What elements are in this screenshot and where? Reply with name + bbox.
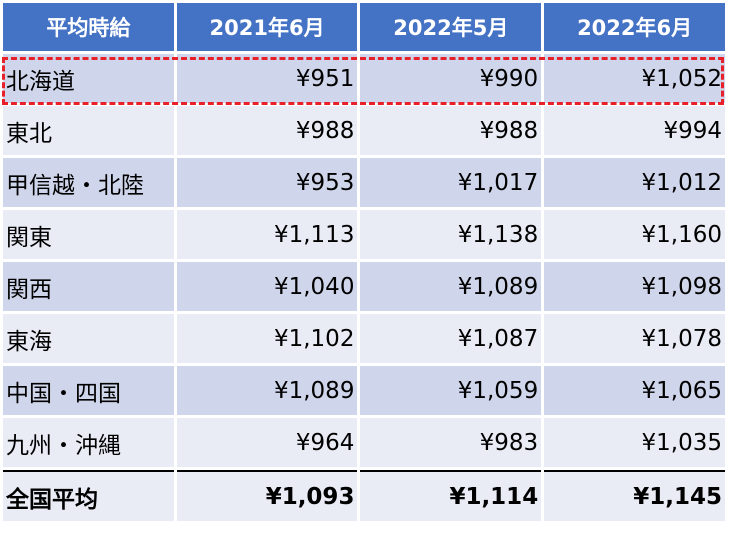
value-cell: ¥988 xyxy=(360,106,542,155)
table-row: 北海道 ¥951 ¥990 ¥1,052 xyxy=(3,54,725,103)
total-value: ¥1,093 xyxy=(176,470,358,521)
value-cell: ¥983 xyxy=(360,418,542,467)
region-cell: 甲信越・北陸 xyxy=(3,158,174,207)
value-cell: ¥1,052 xyxy=(544,54,725,103)
value-cell: ¥1,160 xyxy=(544,210,725,259)
total-row: 全国平均 ¥1,093 ¥1,114 ¥1,145 xyxy=(3,470,725,521)
value-cell: ¥1,035 xyxy=(544,418,725,467)
header-2022-may: 2022年5月 xyxy=(360,3,542,51)
value-cell: ¥1,040 xyxy=(176,262,358,311)
table-row: 東海 ¥1,102 ¥1,087 ¥1,078 xyxy=(3,314,725,363)
value-cell: ¥953 xyxy=(176,158,358,207)
header-2022-jun: 2022年6月 xyxy=(544,3,725,51)
value-cell: ¥1,089 xyxy=(176,366,358,415)
table-row: 中国・四国 ¥1,089 ¥1,059 ¥1,065 xyxy=(3,366,725,415)
total-label: 全国平均 xyxy=(3,470,174,521)
value-cell: ¥1,087 xyxy=(360,314,542,363)
table-row: 甲信越・北陸 ¥953 ¥1,017 ¥1,012 xyxy=(3,158,725,207)
value-cell: ¥994 xyxy=(544,106,725,155)
header-row: 平均時給 2021年6月 2022年5月 2022年6月 xyxy=(3,3,725,51)
header-label: 平均時給 xyxy=(3,3,174,51)
value-cell: ¥1,089 xyxy=(360,262,542,311)
value-cell: ¥1,017 xyxy=(360,158,542,207)
value-cell: ¥1,078 xyxy=(544,314,725,363)
total-value: ¥1,145 xyxy=(544,470,725,521)
table-row: 関西 ¥1,040 ¥1,089 ¥1,098 xyxy=(3,262,725,311)
hourly-wage-table: 平均時給 2021年6月 2022年5月 2022年6月 北海道 ¥951 ¥9… xyxy=(3,3,725,521)
value-cell: ¥990 xyxy=(360,54,542,103)
region-cell: 東海 xyxy=(3,314,174,363)
value-cell: ¥988 xyxy=(176,106,358,155)
region-cell: 東北 xyxy=(3,106,174,155)
value-cell: ¥1,059 xyxy=(360,366,542,415)
region-cell: 北海道 xyxy=(3,54,174,103)
region-cell: 関東 xyxy=(3,210,174,259)
table-row: 九州・沖縄 ¥964 ¥983 ¥1,035 xyxy=(3,418,725,467)
value-cell: ¥1,113 xyxy=(176,210,358,259)
region-cell: 中国・四国 xyxy=(3,366,174,415)
header-2021-jun: 2021年6月 xyxy=(176,3,358,51)
region-cell: 九州・沖縄 xyxy=(3,418,174,467)
table-row: 東北 ¥988 ¥988 ¥994 xyxy=(3,106,725,155)
value-cell: ¥951 xyxy=(176,54,358,103)
value-cell: ¥964 xyxy=(176,418,358,467)
region-cell: 関西 xyxy=(3,262,174,311)
value-cell: ¥1,012 xyxy=(544,158,725,207)
total-value: ¥1,114 xyxy=(360,470,542,521)
value-cell: ¥1,138 xyxy=(360,210,542,259)
value-cell: ¥1,098 xyxy=(544,262,725,311)
value-cell: ¥1,065 xyxy=(544,366,725,415)
table-row: 関東 ¥1,113 ¥1,138 ¥1,160 xyxy=(3,210,725,259)
value-cell: ¥1,102 xyxy=(176,314,358,363)
